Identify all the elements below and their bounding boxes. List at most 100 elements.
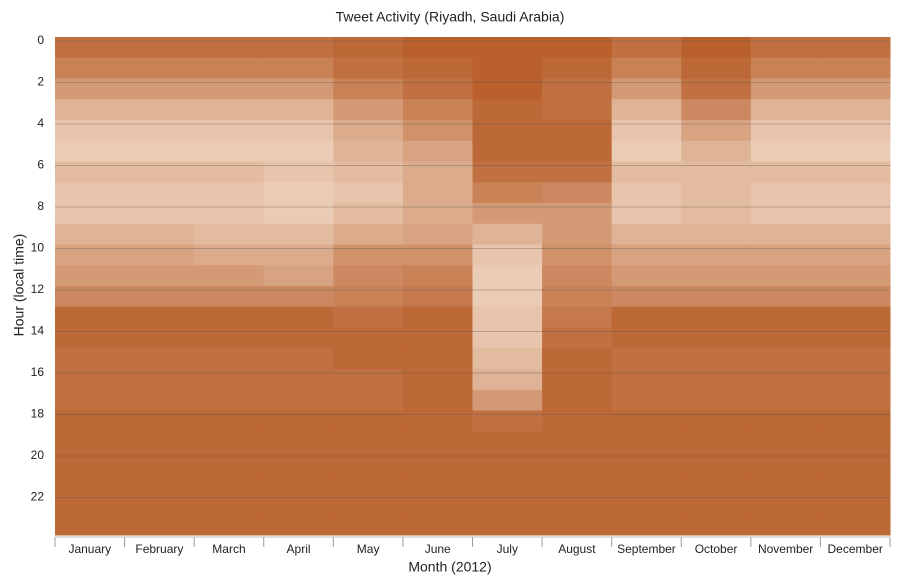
- heatmap-cell: [124, 37, 195, 59]
- heatmap-cell: [333, 57, 404, 79]
- heatmap-cell: [55, 120, 126, 142]
- heatmap-cell: [194, 161, 265, 183]
- heatmap-cell: [750, 410, 821, 432]
- heatmap-cell: [681, 182, 752, 204]
- heatmap-cell: [542, 410, 613, 432]
- heatmap-cell: [681, 327, 752, 349]
- heatmap-cell: [750, 369, 821, 391]
- heatmap-cell: [194, 286, 265, 308]
- heatmap-cell: [263, 37, 334, 59]
- heatmap-cell: [124, 348, 195, 370]
- heatmap-cell: [55, 57, 126, 79]
- heatmap-cell: [611, 78, 682, 100]
- y-tick-label: 16: [31, 365, 45, 379]
- heatmap-cell: [472, 78, 543, 100]
- heatmap-cell: [820, 244, 891, 266]
- heatmap-cell: [542, 493, 613, 515]
- heatmap-cell: [194, 120, 265, 142]
- heatmap-cell: [194, 472, 265, 494]
- heatmap-cell: [611, 99, 682, 121]
- heatmap-cell: [402, 306, 473, 328]
- heatmap-cell: [55, 327, 126, 349]
- heatmap-cell: [542, 306, 613, 328]
- heatmap-cell: [472, 493, 543, 515]
- heatmap-cell: [263, 161, 334, 183]
- heatmap-cell: [333, 431, 404, 453]
- heatmap-cell: [472, 140, 543, 162]
- heatmap-cell: [820, 120, 891, 142]
- heatmap-cell: [750, 78, 821, 100]
- heatmap-cell: [611, 286, 682, 308]
- heatmap-cell: [55, 452, 126, 474]
- heatmap-cell: [681, 514, 752, 536]
- heatmap-cell: [542, 78, 613, 100]
- heatmap-cell: [402, 57, 473, 79]
- heatmap-cell: [611, 431, 682, 453]
- x-tick-label: May: [357, 542, 380, 556]
- heatmap-cell: [263, 389, 334, 411]
- heatmap-cell: [820, 223, 891, 245]
- heatmap-cell: [402, 472, 473, 494]
- heatmap-cell: [750, 182, 821, 204]
- x-tick-label: March: [212, 542, 245, 556]
- heatmap-cell: [333, 223, 404, 245]
- y-tick-label: 4: [37, 116, 44, 130]
- heatmap-cell: [472, 389, 543, 411]
- heatmap-cell: [402, 203, 473, 225]
- heatmap-cell: [194, 327, 265, 349]
- heatmap-cell: [820, 182, 891, 204]
- heatmap-cell: [55, 244, 126, 266]
- heatmap-cell: [820, 348, 891, 370]
- heatmap-cell: [820, 140, 891, 162]
- heatmap-cell: [681, 348, 752, 370]
- y-tick-label: 10: [31, 241, 45, 255]
- heatmap-cell: [542, 140, 613, 162]
- heatmap-cell: [263, 472, 334, 494]
- heatmap-cell: [542, 327, 613, 349]
- heatmap-cell: [263, 410, 334, 432]
- heatmap-cell: [263, 140, 334, 162]
- heatmap-cell: [820, 410, 891, 432]
- heatmap-cell: [194, 203, 265, 225]
- heatmap-cell: [55, 99, 126, 121]
- heatmap-cell: [124, 140, 195, 162]
- heatmap-cell: [820, 514, 891, 536]
- heatmap-cell: [402, 369, 473, 391]
- heatmap-cell: [333, 99, 404, 121]
- x-tick-label: November: [758, 542, 813, 556]
- heatmap-cell: [542, 265, 613, 287]
- heatmap-cell: [681, 37, 752, 59]
- heatmap-cell: [124, 223, 195, 245]
- heatmap-cell: [402, 182, 473, 204]
- heatmap-cell: [333, 120, 404, 142]
- heatmap-cell: [263, 120, 334, 142]
- heatmap-cell: [402, 431, 473, 453]
- heatmap-cell: [681, 431, 752, 453]
- heatmap-cell: [55, 410, 126, 432]
- heatmap-cell: [472, 369, 543, 391]
- heatmap-cell: [750, 452, 821, 474]
- heatmap-cell: [194, 265, 265, 287]
- heatmap-cell: [402, 493, 473, 515]
- y-tick-label: 20: [31, 448, 45, 462]
- heatmap-cell: [611, 348, 682, 370]
- heatmap-cell: [194, 452, 265, 474]
- heatmap-cell: [124, 265, 195, 287]
- heatmap-cell: [124, 286, 195, 308]
- heatmap-cell: [750, 472, 821, 494]
- heatmap-cell: [681, 389, 752, 411]
- heatmap-cell: [472, 203, 543, 225]
- heatmap-cell: [611, 369, 682, 391]
- heatmap-cell: [750, 140, 821, 162]
- heatmap-cell: [542, 389, 613, 411]
- heatmap-cell: [750, 514, 821, 536]
- heatmap-cell: [750, 431, 821, 453]
- heatmap-cell: [124, 78, 195, 100]
- heatmap-cell: [681, 265, 752, 287]
- heatmap-cell: [333, 37, 404, 59]
- heatmap-cell: [124, 327, 195, 349]
- heatmap-cell: [681, 410, 752, 432]
- heatmap-cell: [263, 452, 334, 474]
- heatmap-cell: [750, 203, 821, 225]
- heatmap-cell: [124, 493, 195, 515]
